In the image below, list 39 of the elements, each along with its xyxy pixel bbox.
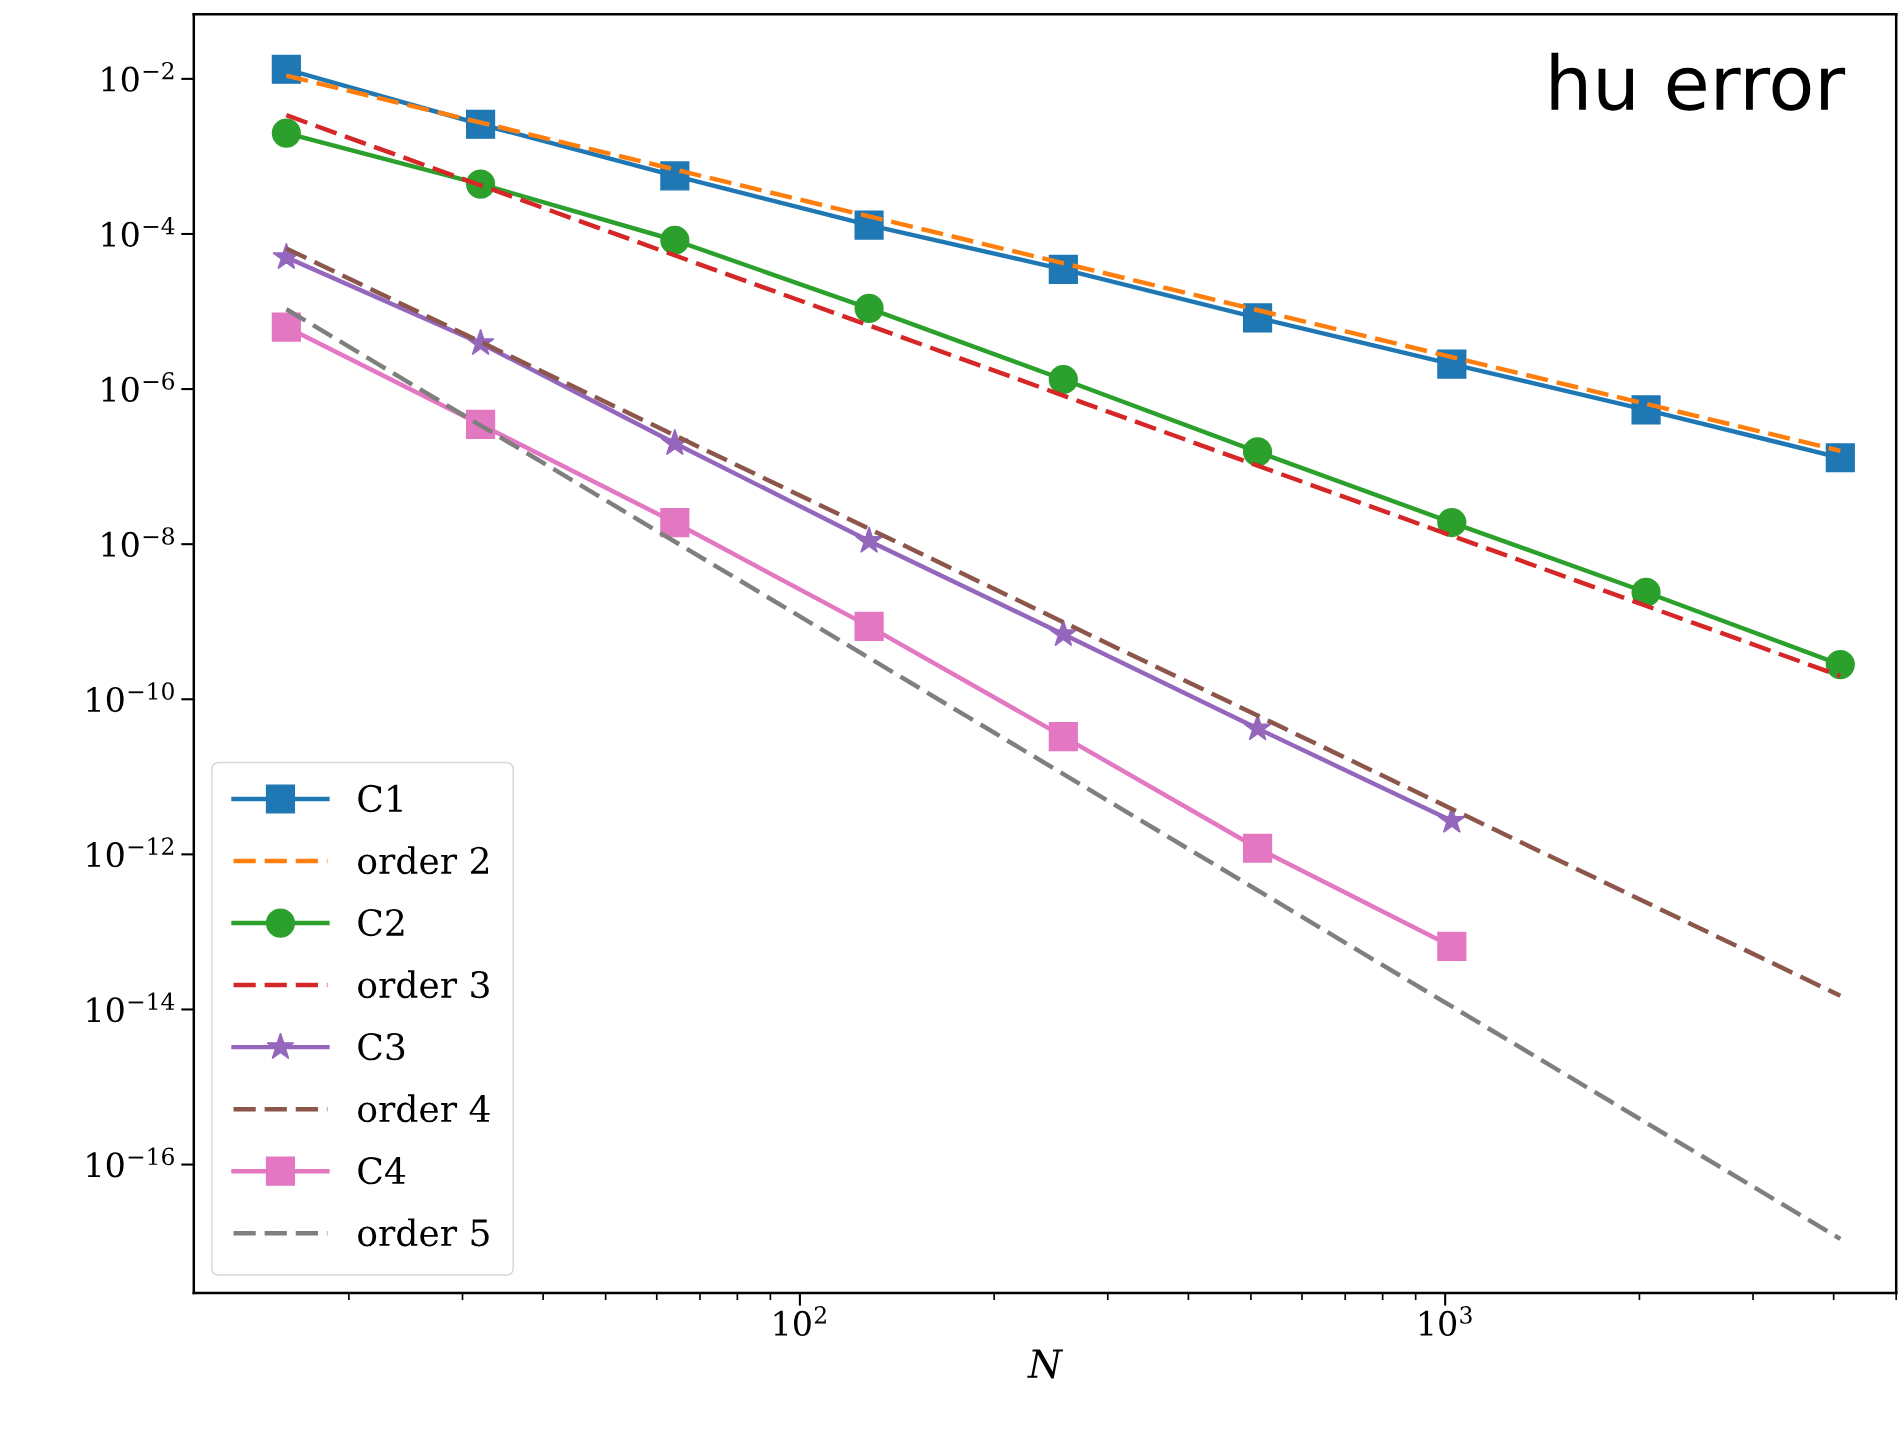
point xyxy=(1242,437,1273,467)
x-tick-label: 10$^{3}$ xyxy=(1419,1306,1472,1337)
point xyxy=(1437,507,1467,538)
y-tick-label: 10$^{−6}$ xyxy=(102,372,175,402)
point xyxy=(271,118,301,148)
point xyxy=(1049,619,1078,647)
point xyxy=(1825,650,1855,680)
legend-label: C4 xyxy=(358,1157,406,1185)
y-tick-label: 10$^{−14}$ xyxy=(87,992,175,1023)
legend-label: order 2 xyxy=(358,846,488,875)
y-tick-label: 10$^{−10}$ xyxy=(87,682,174,713)
point xyxy=(660,507,690,538)
point xyxy=(854,293,884,323)
point xyxy=(1825,443,1855,473)
point xyxy=(1437,931,1467,962)
point xyxy=(660,225,690,255)
point xyxy=(855,526,883,553)
point xyxy=(271,54,301,84)
legend-label: C3 xyxy=(358,1032,405,1061)
legend-label: C2 xyxy=(358,908,404,937)
x-axis-title: N xyxy=(1027,1349,1064,1379)
y-tick-label: 10$^{−8}$ xyxy=(102,527,174,558)
y-tick-label: 10$^{−4}$ xyxy=(102,216,175,247)
legend-label: order 4 xyxy=(358,1094,490,1123)
y-tick-label: 10$^{−16}$ xyxy=(87,1147,174,1178)
annotation: hu error xyxy=(1551,52,1846,111)
point xyxy=(1631,577,1661,607)
point xyxy=(1048,722,1078,752)
y-tick-label: 10$^{−2}$ xyxy=(102,61,174,92)
legend-label: order 5 xyxy=(358,1218,489,1247)
point xyxy=(854,611,884,641)
legend-label: order 3 xyxy=(358,970,489,999)
point xyxy=(1048,364,1078,395)
point xyxy=(271,312,301,342)
x-tick-label: 10$^{2}$ xyxy=(774,1306,826,1337)
point xyxy=(660,428,689,456)
y-tick-label: 10$^{−12}$ xyxy=(87,837,174,868)
point xyxy=(1242,833,1273,863)
legend-label: C1 xyxy=(358,784,402,813)
